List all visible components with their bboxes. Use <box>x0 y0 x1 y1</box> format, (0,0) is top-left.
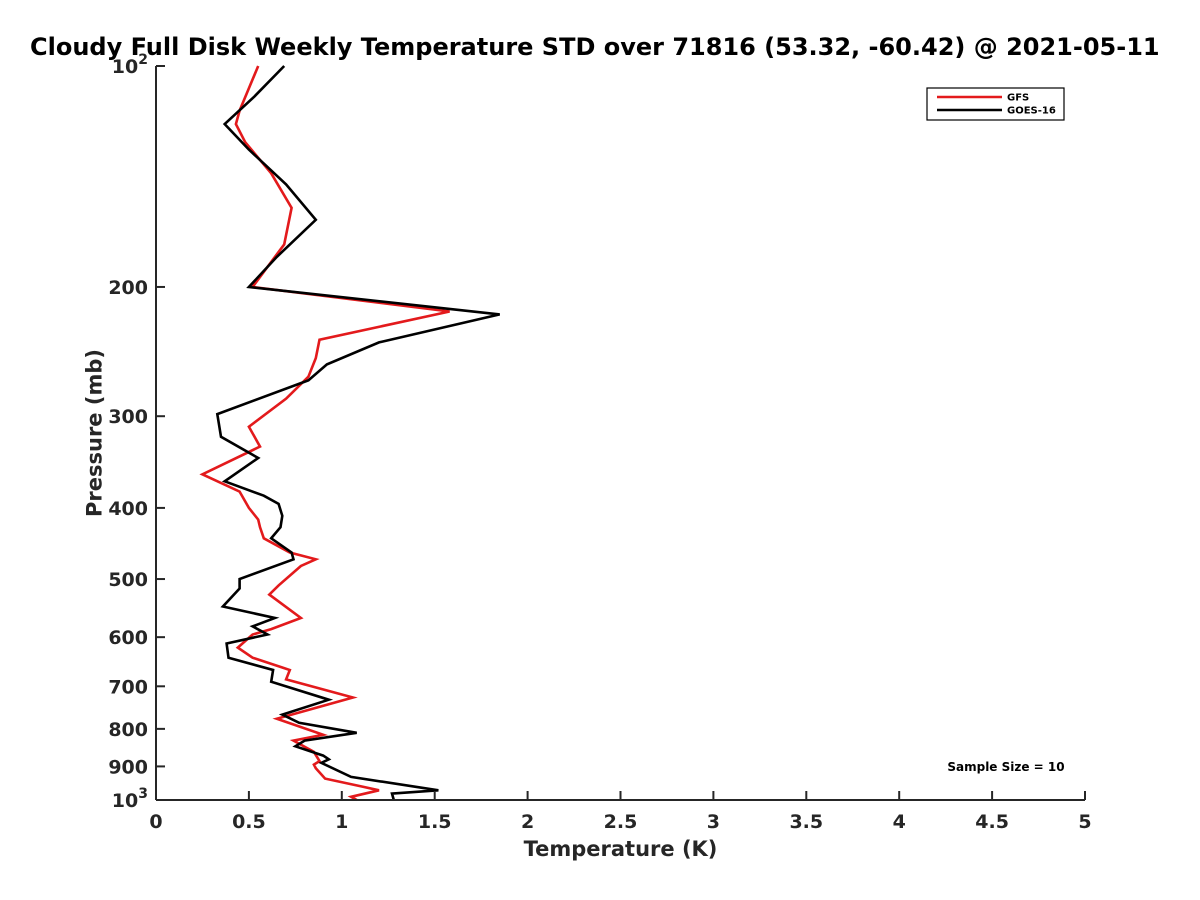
axes: 0 0.5 1 1.5 2 2.5 3 3.5 4 4.5 5 102 200 300 400 500 600 7… <box>108 52 1091 833</box>
x-tick-label: 3.5 <box>789 811 823 833</box>
y-tick-label: 500 <box>108 569 148 591</box>
x-tick-label: 0 <box>149 811 162 833</box>
y-tick-label: 400 <box>108 498 148 520</box>
chart-title: Cloudy Full Disk Weekly Temperature STD … <box>30 33 1160 61</box>
series-layer <box>199 65 500 802</box>
series-line-goes-16 <box>215 65 500 801</box>
y-tick-label: 700 <box>108 676 148 698</box>
y-tick-label: 800 <box>108 719 148 741</box>
legend-label: GFS <box>1007 93 1029 104</box>
x-tick-label: 2 <box>521 811 534 833</box>
y-tick-label: 103 <box>112 786 148 812</box>
legend: GFS GOES-16 <box>926 87 1065 121</box>
x-tick-label: 5 <box>1078 811 1091 833</box>
x-tick-label: 0.5 <box>232 811 266 833</box>
x-tick-label: 1.5 <box>418 811 452 833</box>
legend-label: GOES-16 <box>1007 106 1056 117</box>
x-tick-label: 4.5 <box>975 811 1009 833</box>
x-axis-label: Temperature (K) <box>524 837 718 861</box>
sample-size-annotation: Sample Size = 10 <box>947 760 1064 774</box>
legend-box <box>926 87 1065 121</box>
y-axis-label: Pressure (mb) <box>82 349 106 517</box>
x-tick-label: 2.5 <box>604 811 638 833</box>
x-tick-label: 1 <box>335 811 348 833</box>
y-tick-label: 900 <box>108 756 148 778</box>
y-tick-label: 600 <box>108 627 148 649</box>
y-tick-label: 200 <box>108 277 148 299</box>
y-tick-label: 102 <box>112 52 148 78</box>
series-line-gfs <box>199 65 450 802</box>
y-tick-label: 300 <box>108 406 148 428</box>
x-tick-label: 3 <box>707 811 720 833</box>
x-tick-label: 4 <box>893 811 906 833</box>
